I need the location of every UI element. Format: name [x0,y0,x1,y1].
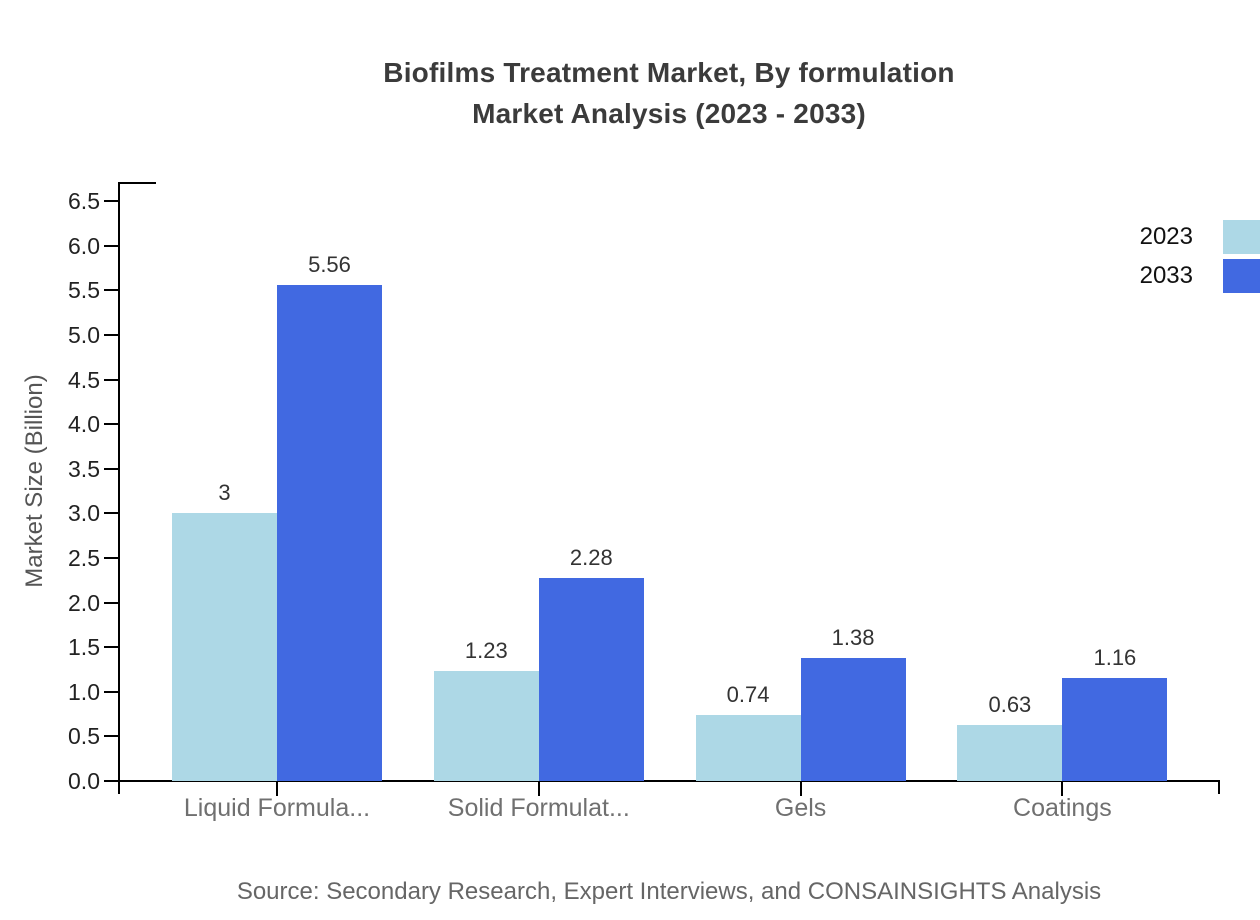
value-label: 1.38 [831,624,875,650]
y-tick-label: 1.5 [68,634,100,661]
y-tick-label: 2.5 [68,545,100,571]
y-tick [104,423,118,426]
y-tick-label: 2.0 [68,589,100,616]
x-axis-right-cap [1218,781,1220,794]
source-note: Source: Secondary Research, Expert Inter… [236,878,1102,905]
bar-2033-Gels [800,657,906,781]
x-tick [799,781,802,796]
value-label: 0.63 [988,691,1032,717]
y-tick-label: 6.5 [68,188,100,215]
legend-label: 2023 [1139,223,1193,250]
y-tick [104,378,118,381]
category-label: Liquid Formula... [183,794,371,822]
chart-title-line1: Biofilms Treatment Market, By formulatio… [383,57,955,88]
legend-row: 2033 [1140,259,1260,293]
chart-title-line2: Market Analysis (2023 - 2033) [472,98,866,129]
y-tick [104,646,118,649]
y-tick [104,601,118,604]
category-label: Solid Formulat... [447,794,630,822]
category-label: Gels [774,794,827,822]
value-label: 1.16 [1093,644,1137,670]
y-tick-label: 5.0 [68,322,100,348]
y-tick-label: 6.0 [68,232,100,259]
value-label: 5.56 [308,252,351,278]
y-tick [104,244,118,247]
chart-title: Biofilms Treatment Market, By formulatio… [118,52,1220,134]
y-tick [104,557,118,559]
y-tick [104,690,118,693]
x-tick [1061,781,1064,796]
y-tick-label: 4.0 [68,411,100,438]
bar-2023-Liquid Formula... [172,513,277,781]
legend: 2023 2033 [1140,220,1260,298]
square-swatch-icon [1223,220,1260,254]
y-tick-label: 0.0 [68,768,100,794]
bar-2033-Liquid Formula... [277,285,382,781]
y-tick-label: 3.0 [68,500,100,527]
y-tick-label: 1.0 [68,678,100,705]
bar-2023-Solid Formulat... [433,671,539,781]
y-tick-label: 5.5 [68,277,100,304]
y-tick [104,512,118,515]
value-label: 0.74 [726,682,770,707]
square-swatch-icon [1223,259,1260,293]
y-tick [104,289,118,292]
y-tick [104,467,118,470]
y-axis-top-cap [118,182,156,184]
bar-2023-Gels [695,715,801,781]
y-tick [104,735,118,738]
y-tick-label: 0.5 [68,723,100,750]
y-tick-label: 4.5 [68,366,100,393]
x-tick [537,781,540,796]
y-tick-label: 3.5 [68,455,100,482]
y-axis-line [118,182,120,794]
bar-2033-Solid Formulat... [538,577,644,781]
category-label: Coatings [1013,794,1112,822]
plot-area: 3 5.56 1.23 2.28 0.74 1.38 0.63 1.16 [104,182,1220,796]
value-label: 3 [218,480,231,506]
y-tick [104,334,118,336]
value-label: 2.28 [569,544,613,570]
legend-label: 2033 [1139,262,1193,289]
y-tick [104,200,118,203]
value-label: 1.23 [464,638,508,664]
bar-2023-Coatings [957,724,1063,781]
legend-row: 2023 [1140,220,1260,254]
y-tick [104,780,118,782]
bar-2033-Coatings [1062,677,1168,781]
x-tick [276,781,278,796]
x-axis-line [104,780,1220,782]
